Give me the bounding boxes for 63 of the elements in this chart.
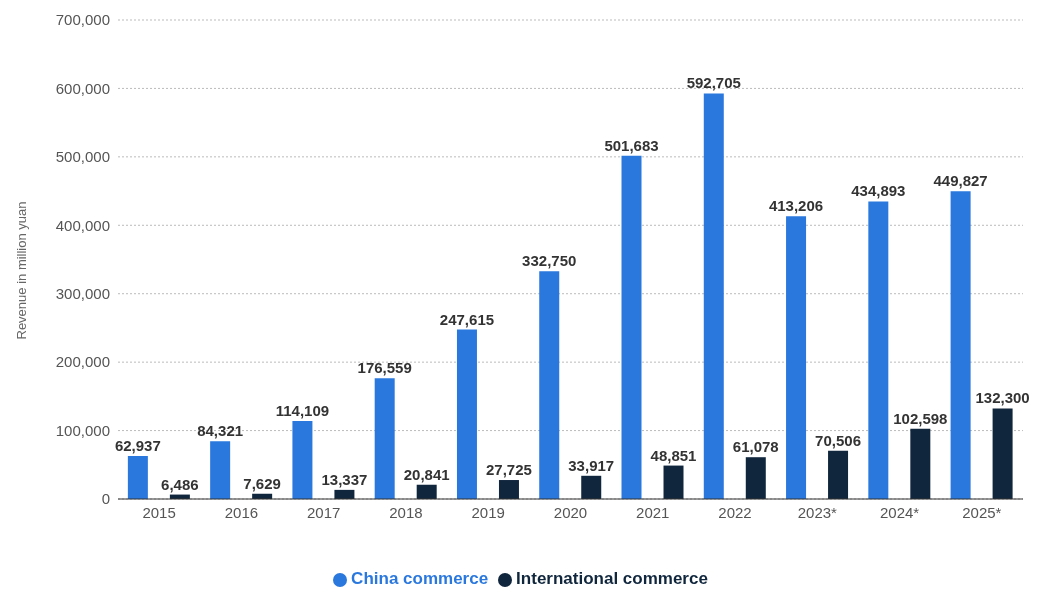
- x-tick-label: 2019: [471, 503, 505, 521]
- bar: [621, 155, 642, 499]
- data-label: 6,486: [161, 475, 199, 493]
- x-tick-label: 2021: [636, 503, 670, 521]
- data-label: 7,629: [243, 474, 281, 492]
- y-tick-label: 500,000: [55, 148, 110, 166]
- data-label: 413,206: [768, 197, 824, 215]
- bar: [950, 191, 971, 499]
- data-label: 132,300: [975, 389, 1030, 407]
- bar: [456, 329, 477, 499]
- data-label: 62,937: [114, 436, 161, 454]
- bar: [127, 455, 148, 499]
- x-tick-label: 2017: [306, 503, 341, 521]
- x-tick-label: 2025*: [962, 503, 1002, 521]
- data-label: 84,321: [197, 422, 244, 440]
- bar: [703, 93, 724, 499]
- data-label: 70,506: [815, 431, 861, 449]
- x-tick-label: 2024*: [879, 503, 920, 521]
- bar: [374, 378, 395, 499]
- legend-label: International commerce: [516, 569, 708, 588]
- x-tick-label: 2023*: [797, 503, 838, 521]
- x-tick-label: 2016: [224, 503, 259, 521]
- x-tick-label: 2018: [389, 503, 423, 521]
- bar: [292, 420, 313, 499]
- data-label: 592,705: [686, 74, 741, 92]
- bar: [828, 450, 849, 499]
- bar: [498, 480, 519, 499]
- x-tick-label: 2022: [718, 503, 752, 521]
- data-label: 114,109: [275, 401, 330, 419]
- y-tick-label: 200,000: [55, 353, 110, 371]
- data-label: 501,683: [604, 136, 659, 154]
- y-tick-label: 0: [101, 490, 110, 508]
- legend-label: China commerce: [351, 569, 489, 588]
- bar: [745, 457, 766, 499]
- data-label: 247,615: [439, 310, 495, 328]
- bar: [539, 271, 560, 499]
- data-label: 20,841: [403, 465, 450, 483]
- data-label: 61,078: [732, 438, 779, 456]
- y-tick-label: 400,000: [55, 216, 110, 234]
- y-axis-title: Revenue in million yuan: [13, 201, 29, 340]
- bar: [910, 428, 931, 499]
- bar: [992, 408, 1013, 499]
- data-label: 13,337: [321, 470, 368, 488]
- bar: [416, 484, 437, 499]
- data-label: 176,559: [357, 359, 412, 377]
- y-tick-label: 600,000: [55, 79, 110, 97]
- bar: [868, 201, 889, 499]
- data-label: 332,750: [522, 252, 577, 270]
- bar: [581, 475, 602, 499]
- data-label: 33,917: [568, 456, 615, 474]
- data-label: 48,851: [650, 446, 697, 464]
- x-tick-label: 2015: [142, 503, 176, 521]
- y-tick-label: 700,000: [55, 11, 110, 29]
- data-label: 449,827: [933, 172, 988, 190]
- data-label: 27,725: [486, 461, 532, 479]
- x-tick-label: 2020: [553, 503, 588, 521]
- data-label: 434,893: [851, 182, 906, 200]
- data-label: 102,598: [893, 409, 948, 427]
- y-tick-label: 100,000: [55, 421, 110, 439]
- bar: [786, 216, 807, 499]
- bar: [663, 465, 684, 499]
- y-tick-label: 300,000: [55, 285, 110, 303]
- bar: [210, 441, 231, 499]
